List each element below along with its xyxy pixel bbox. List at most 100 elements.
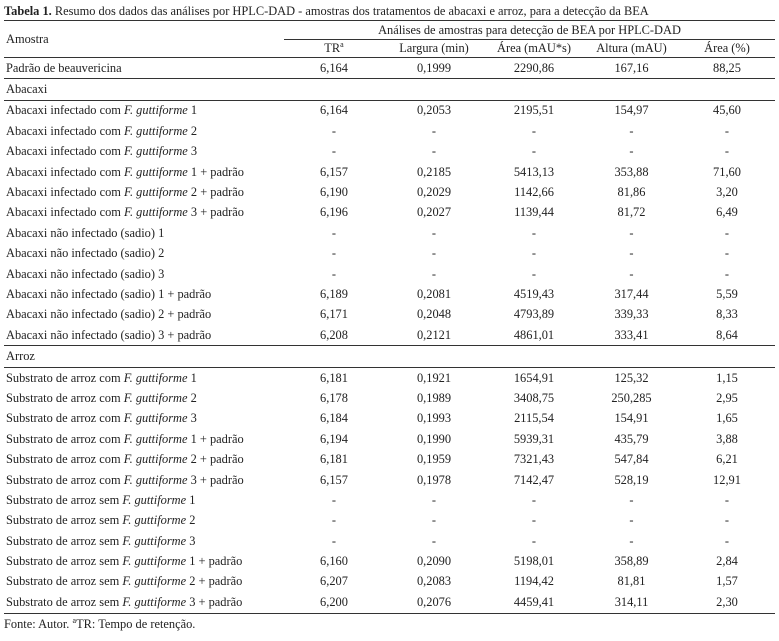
area-cell: 3408,75 [513, 390, 555, 405]
height-cell: 353,88 [614, 164, 649, 179]
height-cell: - [629, 533, 634, 548]
species-name: F. guttiforme [123, 431, 188, 446]
sample-text: Substrato de arroz com [6, 431, 124, 446]
height-cell: 339,33 [614, 307, 649, 322]
species-name: F. guttiforme [124, 205, 188, 220]
sample-suffix: 1 [186, 492, 196, 507]
sample-cell: Substrato de arroz sem F. guttiforme 2 [4, 511, 284, 531]
height-cell: - [629, 513, 634, 528]
table-row: Substrato de arroz sem F. guttiforme 1 - -… [4, 490, 775, 510]
tr-cell: 6,208 [284, 325, 384, 347]
table-row: Substrato de arroz sem F. guttiforme 3 +… [4, 592, 775, 614]
sample-cell: Substrato de arroz com F. guttiforme 2 [4, 388, 284, 408]
width-cell: - [431, 123, 437, 138]
sample-text: Abacaxi infectado com [6, 123, 125, 138]
tr-cell: 6,157 [320, 472, 348, 487]
species-name: F. guttiforme [122, 533, 187, 548]
area-pct-cell: 2,95 [716, 390, 738, 405]
width-cell: 0,2081 [416, 286, 452, 301]
width-cell: 0,1993 [416, 411, 452, 426]
sample-cell: Substrato de arroz sem F. guttiforme 2 +… [4, 572, 284, 592]
area-pct-cell: 88,25 [679, 57, 775, 80]
height-cell: 81,72 [617, 205, 646, 220]
area-cell: - [531, 266, 537, 281]
species-name: F. guttiforme [122, 554, 187, 569]
width-cell: - [431, 144, 437, 159]
header-area: Área (mAU*s) [484, 39, 584, 58]
width-cell: - [431, 492, 437, 507]
area-pct-cell: - [724, 246, 730, 261]
section-label: Arroz [4, 345, 775, 368]
sample-text: Substrato de arroz sem [6, 513, 123, 528]
sample-cell: Substrato de arroz com F. guttiforme 1 [4, 367, 284, 388]
tr-cell: 6,184 [320, 411, 348, 426]
area-pct-cell: 5,59 [716, 286, 738, 301]
sample-cell: Substrato de arroz sem F. guttiforme 1 [4, 490, 284, 510]
area-cell: 1139,44 [514, 205, 554, 220]
width-cell: 0,2083 [416, 574, 452, 589]
width-cell: - [431, 266, 437, 281]
area-cell: 4793,89 [513, 307, 555, 322]
area-pct-cell: - [724, 144, 730, 159]
sample-cell: Abacaxi não infectado (sadio) 2 [4, 244, 284, 264]
width-cell: 0,1921 [416, 370, 452, 385]
sample-text: Substrato de arroz com [6, 390, 124, 405]
area-cell: - [531, 492, 537, 507]
footer-source: Fonte: Autor. [4, 616, 73, 631]
table-row: Abacaxi não infectado (sadio) 1 + padrão… [4, 284, 775, 304]
width-cell: - [431, 246, 437, 261]
area-pct-cell: 2,30 [679, 592, 775, 614]
sample-cell: Abacaxi infectado com F. guttiforme 1 [4, 100, 284, 121]
section-row: Abacaxi [4, 78, 775, 101]
sample-suffix: 2 + padrão [187, 185, 244, 200]
species-name: F. guttiforme [122, 492, 187, 507]
species-name: F. guttiforme [123, 390, 188, 405]
tr-cell: 6,196 [320, 205, 348, 220]
header-sample: Amostra [4, 20, 284, 58]
area-pct-cell: - [724, 513, 730, 528]
tr-cell: - [331, 225, 337, 240]
area-cell: 5198,01 [513, 554, 555, 569]
sample-suffix: 3 + padrão [187, 205, 244, 220]
sample-cell: Substrato de arroz sem F. guttiforme 3 [4, 531, 284, 551]
height-cell: - [629, 123, 634, 138]
species-name: F. guttiforme [124, 144, 188, 159]
sample-text: Abacaxi infectado com [6, 164, 125, 179]
height-cell: 125,32 [614, 370, 649, 385]
tr-cell: 6,178 [320, 390, 348, 405]
tr-cell: - [331, 123, 337, 138]
area-pct-cell: 8,64 [679, 325, 775, 347]
tr-cell: 6,181 [320, 370, 348, 385]
species-name: F. guttiforme [122, 513, 187, 528]
height-cell: 547,84 [614, 452, 649, 467]
sample-cell: Abacaxi não infectado (sadio) 2 + padrão [4, 305, 284, 325]
area-cell: 5413,13 [513, 164, 555, 179]
table-row: Substrato de arroz com F. guttiforme 2 6,… [4, 388, 775, 408]
sample-text: Abacaxi não infectado (sadio) 2 [6, 246, 165, 261]
area-pct-cell: 2,84 [716, 554, 738, 569]
table-row: Abacaxi não infectado (sadio) 2 + padrão… [4, 305, 775, 325]
width-cell: 0,1999 [384, 57, 484, 80]
height-cell: 167,16 [584, 57, 679, 80]
sample-text: Substrato de arroz com [6, 411, 124, 426]
area-pct-cell: 3,20 [716, 185, 738, 200]
sample-cell: Padrão de beauvericina [4, 57, 284, 80]
table-row: Substrato de arroz sem F. guttiforme 1 +… [4, 551, 775, 571]
sample-text: Substrato de arroz sem [6, 533, 123, 548]
sample-cell: Substrato de arroz com F. guttiforme 2 +… [4, 449, 284, 469]
sample-cell: Abacaxi infectado com F. guttiforme 2 [4, 121, 284, 141]
sample-text: Substrato de arroz sem [6, 554, 123, 569]
width-cell: 0,2076 [384, 592, 484, 614]
tr-cell: 6,181 [320, 452, 348, 467]
area-pct-cell: 6,49 [716, 205, 738, 220]
species-name: F. guttiforme [123, 472, 188, 487]
header-width: Largura (min) [384, 39, 484, 58]
area-cell: 2115,54 [514, 411, 554, 426]
area-pct-cell: - [724, 225, 730, 240]
sample-text: Substrato de arroz com [6, 452, 124, 467]
sample-text: Substrato de arroz sem [6, 574, 123, 589]
table-row: Abacaxi não infectado (sadio) 2 - - - - - [4, 244, 775, 264]
sample-cell: Abacaxi infectado com F. guttiforme 3 + … [4, 203, 284, 223]
sample-text: Substrato de arroz com [6, 472, 124, 487]
area-cell: 2290,86 [484, 57, 584, 80]
